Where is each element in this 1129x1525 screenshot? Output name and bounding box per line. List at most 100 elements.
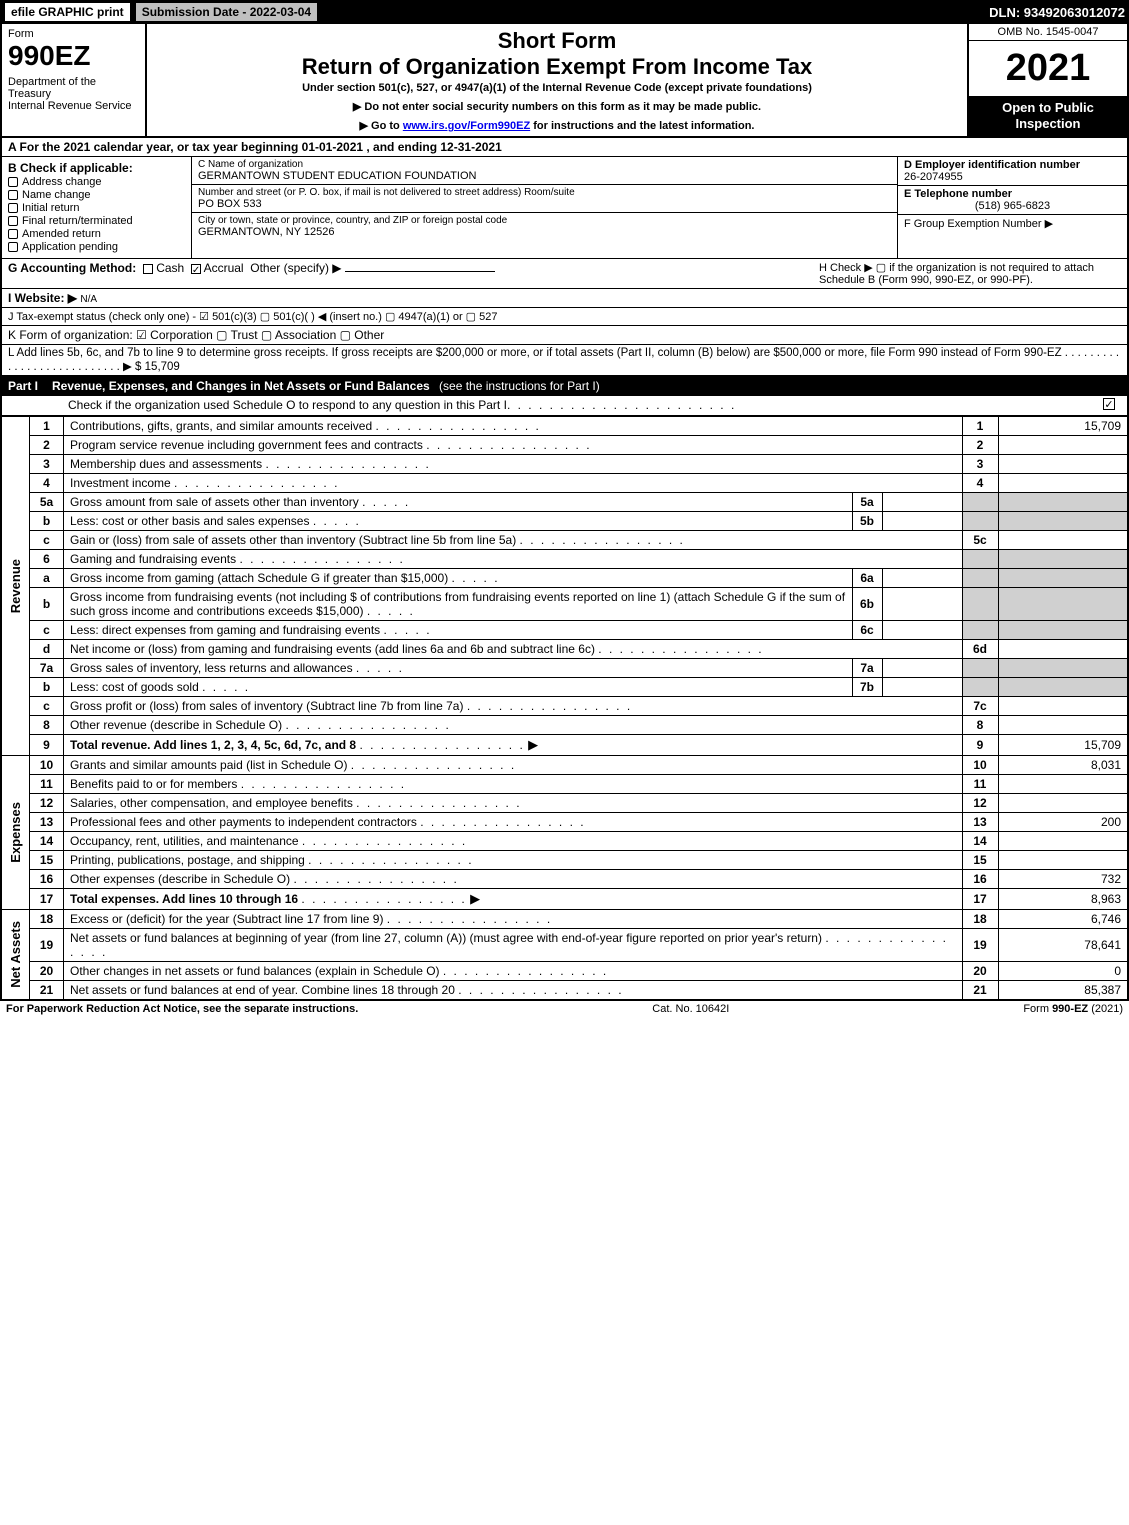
line-value: 8,031: [998, 756, 1128, 775]
inner-value: [882, 659, 962, 678]
right-line-number: [962, 569, 998, 588]
line-number: 16: [30, 870, 64, 889]
line-l: L Add lines 5b, 6c, and 7b to line 9 to …: [0, 345, 1129, 376]
i-label: I Website: ▶: [8, 291, 77, 305]
b-checkbox-0[interactable]: [8, 177, 18, 187]
efile-print-button[interactable]: efile GRAPHIC print: [4, 2, 131, 22]
right-line-number: 4: [962, 474, 998, 493]
line-desc: Other changes in net assets or fund bala…: [64, 962, 963, 981]
line-desc: Less: cost or other basis and sales expe…: [64, 512, 853, 531]
line-desc: Less: direct expenses from gaming and fu…: [64, 621, 853, 640]
table-row: Net Assets18Excess or (deficit) for the …: [1, 910, 1128, 929]
b-checkbox-3[interactable]: [8, 216, 18, 226]
inner-value: [882, 512, 962, 531]
line-desc: Investment income . . . . . . . . . . . …: [64, 474, 963, 493]
line-number: c: [30, 697, 64, 716]
line-a: A For the 2021 calendar year, or tax yea…: [0, 138, 1129, 157]
line-number: 20: [30, 962, 64, 981]
part-1-label: Part I: [8, 379, 38, 393]
line-number: b: [30, 588, 64, 621]
schedule-o-checkbox[interactable]: [1103, 398, 1115, 410]
line-number: 19: [30, 929, 64, 962]
f-cell: F Group Exemption Number ▶: [898, 215, 1127, 232]
dln-text: DLN: 93492063012072: [989, 5, 1125, 20]
line-number: 4: [30, 474, 64, 493]
line-value: 15,709: [998, 417, 1128, 436]
line-g: G Accounting Method: Cash Accrual Other …: [8, 261, 811, 286]
other-specify-line[interactable]: [345, 271, 495, 272]
line-number: 14: [30, 832, 64, 851]
b-checkbox-2[interactable]: [8, 203, 18, 213]
right-line-number: 7c: [962, 697, 998, 716]
right-line-number: [962, 621, 998, 640]
line-k: K Form of organization: ☑ Corporation ▢ …: [0, 326, 1129, 345]
right-line-number: [962, 588, 998, 621]
line-desc: Other expenses (describe in Schedule O) …: [64, 870, 963, 889]
org-street: PO BOX 533: [198, 198, 891, 210]
instr2-post: for instructions and the latest informat…: [530, 120, 754, 132]
footer-right-bold: 990-EZ: [1052, 1003, 1088, 1015]
c-name-label: C Name of organization: [198, 159, 891, 170]
line-value: [998, 569, 1128, 588]
top-bar-left: efile GRAPHIC print Submission Date - 20…: [4, 2, 318, 22]
instr2-pre: ▶ Go to: [360, 120, 403, 132]
table-row: aGross income from gaming (attach Schedu…: [1, 569, 1128, 588]
line-desc: Salaries, other compensation, and employ…: [64, 794, 963, 813]
line-desc: Printing, publications, postage, and shi…: [64, 851, 963, 870]
b-checkbox-1[interactable]: [8, 190, 18, 200]
right-line-number: 3: [962, 455, 998, 474]
table-row: 5aGross amount from sale of assets other…: [1, 493, 1128, 512]
inner-line-number: 5a: [852, 493, 882, 512]
b-item-4: Amended return: [8, 228, 185, 240]
header-right: OMB No. 1545-0047 2021 Open to Public In…: [967, 24, 1127, 136]
c-city-cell: City or town, state or province, country…: [192, 213, 897, 240]
line-value: [998, 550, 1128, 569]
inner-line-number: 5b: [852, 512, 882, 531]
b-item-2: Initial return: [8, 202, 185, 214]
line-value: [998, 775, 1128, 794]
line-number: 15: [30, 851, 64, 870]
submission-date-button[interactable]: Submission Date - 2022-03-04: [135, 2, 318, 22]
main-title: Return of Organization Exempt From Incom…: [155, 54, 959, 80]
cash-checkbox[interactable]: [143, 264, 153, 274]
line-value: 732: [998, 870, 1128, 889]
line-number: 10: [30, 756, 64, 775]
right-line-number: 19: [962, 929, 998, 962]
instruction-1: ▶ Do not enter social security numbers o…: [155, 100, 959, 113]
accrual-checkbox[interactable]: [191, 264, 201, 274]
table-row: 12Salaries, other compensation, and empl…: [1, 794, 1128, 813]
e-head: E Telephone number: [904, 188, 1121, 200]
line-number: b: [30, 512, 64, 531]
right-line-number: 11: [962, 775, 998, 794]
b-item-1: Name change: [8, 189, 185, 201]
line-value: [998, 716, 1128, 735]
line-value: [998, 588, 1128, 621]
line-value: 85,387: [998, 981, 1128, 1000]
irs-link[interactable]: www.irs.gov/Form990EZ: [403, 120, 530, 132]
line-desc: Gross amount from sale of assets other t…: [64, 493, 853, 512]
line-number: 12: [30, 794, 64, 813]
line-desc: Gain or (loss) from sale of assets other…: [64, 531, 963, 550]
department-text: Department of the Treasury Internal Reve…: [8, 76, 139, 112]
table-row: 8Other revenue (describe in Schedule O) …: [1, 716, 1128, 735]
section-label-net: Net Assets: [1, 910, 30, 1000]
line-desc: Membership dues and assessments . . . . …: [64, 455, 963, 474]
header-middle: Short Form Return of Organization Exempt…: [147, 24, 967, 136]
line-number: 18: [30, 910, 64, 929]
b-checkbox-4[interactable]: [8, 229, 18, 239]
line-value: 78,641: [998, 929, 1128, 962]
line-number: 1: [30, 417, 64, 436]
line-number: 8: [30, 716, 64, 735]
b-label-1: Name change: [22, 189, 91, 201]
table-row: Expenses10Grants and similar amounts pai…: [1, 756, 1128, 775]
inner-value: [882, 621, 962, 640]
column-c: C Name of organization GERMANTOWN STUDEN…: [192, 157, 897, 258]
inner-value: [882, 569, 962, 588]
right-line-number: [962, 659, 998, 678]
header-left: Form 990EZ Department of the Treasury In…: [2, 24, 147, 136]
top-bar: efile GRAPHIC print Submission Date - 20…: [0, 0, 1129, 24]
column-de: D Employer identification number 26-2074…: [897, 157, 1127, 258]
b-checkbox-5[interactable]: [8, 242, 18, 252]
line-desc: Excess or (deficit) for the year (Subtra…: [64, 910, 963, 929]
line-value: [998, 621, 1128, 640]
